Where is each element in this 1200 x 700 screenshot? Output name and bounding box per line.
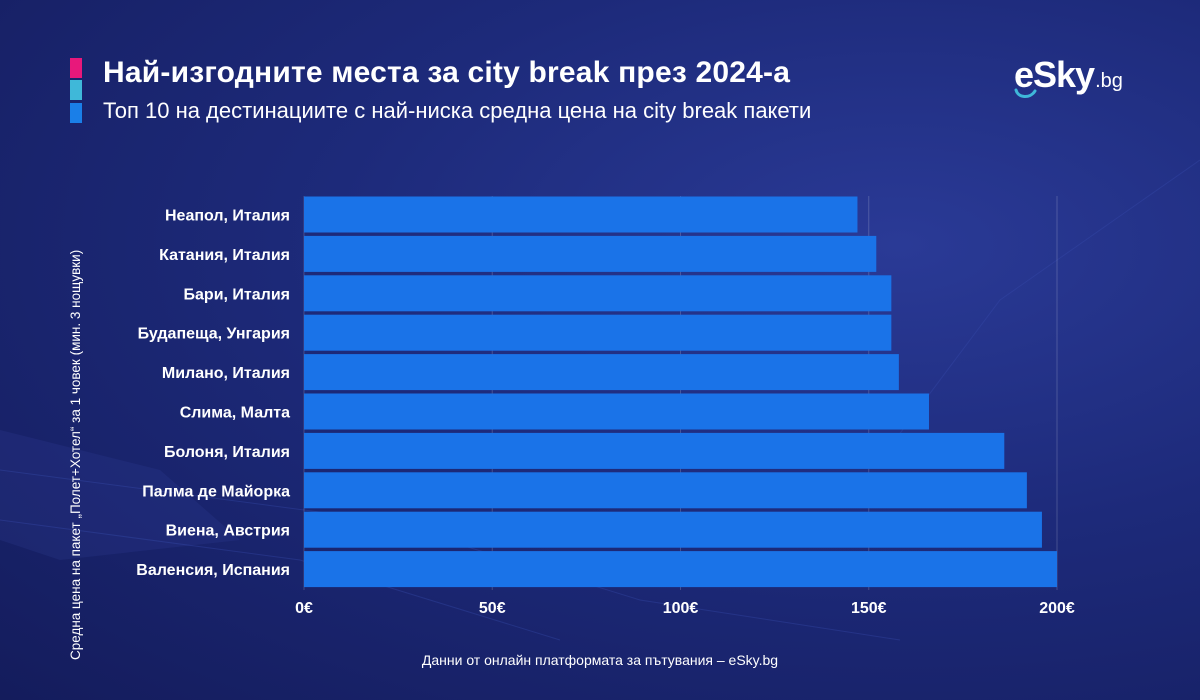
page-title: Най-изгодните места за city break през 2… xyxy=(103,56,791,89)
bar xyxy=(304,275,892,312)
bar xyxy=(304,551,1057,588)
bar xyxy=(304,511,1042,548)
logo-tld: .bg xyxy=(1095,70,1123,92)
page-subtitle: Топ 10 на дестинациите с най-ниска средн… xyxy=(103,98,812,123)
bars xyxy=(304,196,1057,588)
category-label: Будапеща, Унгария xyxy=(138,326,290,343)
x-tick-label: 100€ xyxy=(663,600,699,617)
x-tick-labels: 0€ 50€ 100€ 150€ 200€ xyxy=(295,600,1075,617)
category-label: Палма де Майорка xyxy=(142,483,290,500)
logo-swirl-icon xyxy=(1014,88,1037,98)
source-footer: Данни от онлайн платформата за пътувания… xyxy=(421,652,779,668)
bar xyxy=(304,235,877,272)
category-label: Валенсия, Испания xyxy=(136,562,290,579)
esky-logo: eSky .bg xyxy=(1014,54,1123,98)
bar xyxy=(304,393,929,430)
accent-bar-pink xyxy=(70,58,82,78)
bar xyxy=(304,472,1027,509)
bar xyxy=(304,432,1005,469)
x-tick-label: 0€ xyxy=(295,600,313,617)
x-tick-label: 200€ xyxy=(1039,600,1075,617)
category-label: Слима, Малта xyxy=(180,405,290,422)
category-labels: Неапол, Италия Катания, Италия Бари, Итали… xyxy=(136,208,290,580)
category-label: Катания, Италия xyxy=(159,247,290,264)
x-tick-label: 50€ xyxy=(479,600,506,617)
bar xyxy=(304,196,858,233)
category-label: Виена, Австрия xyxy=(166,523,290,540)
bar xyxy=(304,354,899,391)
x-tick-label: 150€ xyxy=(851,600,887,617)
category-label: Болоня, Италия xyxy=(164,444,290,461)
bar xyxy=(304,314,892,351)
category-label: Бари, Италия xyxy=(184,286,290,303)
category-label: Неапол, Италия xyxy=(165,208,290,225)
logo-word: eSky xyxy=(1014,54,1095,95)
category-label: Милано, Италия xyxy=(162,365,290,382)
accent-bar-blue xyxy=(70,103,82,123)
accent-bar-cyan xyxy=(70,80,82,100)
